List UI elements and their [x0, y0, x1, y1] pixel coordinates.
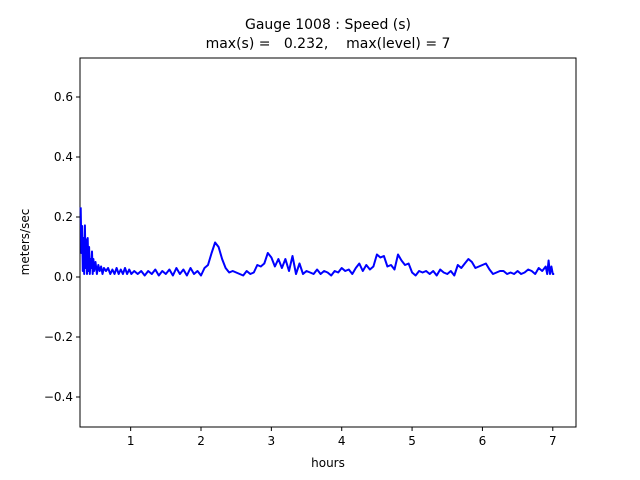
chart-subtitle: max(s) = 0.232, max(level) = 7: [205, 36, 451, 52]
x-tick-label: 7: [549, 434, 557, 448]
y-tick-label: 0.4: [54, 150, 73, 164]
y-tick-label: 0.0: [54, 270, 73, 284]
y-tick-label: 0.6: [54, 90, 73, 104]
series-line: [79, 207, 555, 277]
axes-frame: [79, 57, 577, 428]
x-ticks: 1 2 3 4 5 6 7: [127, 427, 557, 448]
y-tick-label: 0.2: [54, 210, 73, 224]
y-axis-label: meters/sec: [18, 209, 32, 276]
x-tick-label: 1: [127, 434, 135, 448]
x-tick-label: 6: [479, 434, 487, 448]
y-tick-label: −0.2: [44, 330, 73, 344]
x-axis-label: hours: [311, 456, 345, 470]
y-ticks: −0.4 −0.2 0.0 0.2 0.4 0.6: [44, 90, 80, 404]
x-tick-label: 3: [268, 434, 276, 448]
y-tick-label: −0.4: [44, 390, 73, 404]
x-tick-label: 4: [338, 434, 346, 448]
chart-title: Gauge 1008 : Speed (s): [244, 17, 412, 33]
x-tick-label: 2: [197, 434, 205, 448]
x-tick-label: 5: [408, 434, 416, 448]
